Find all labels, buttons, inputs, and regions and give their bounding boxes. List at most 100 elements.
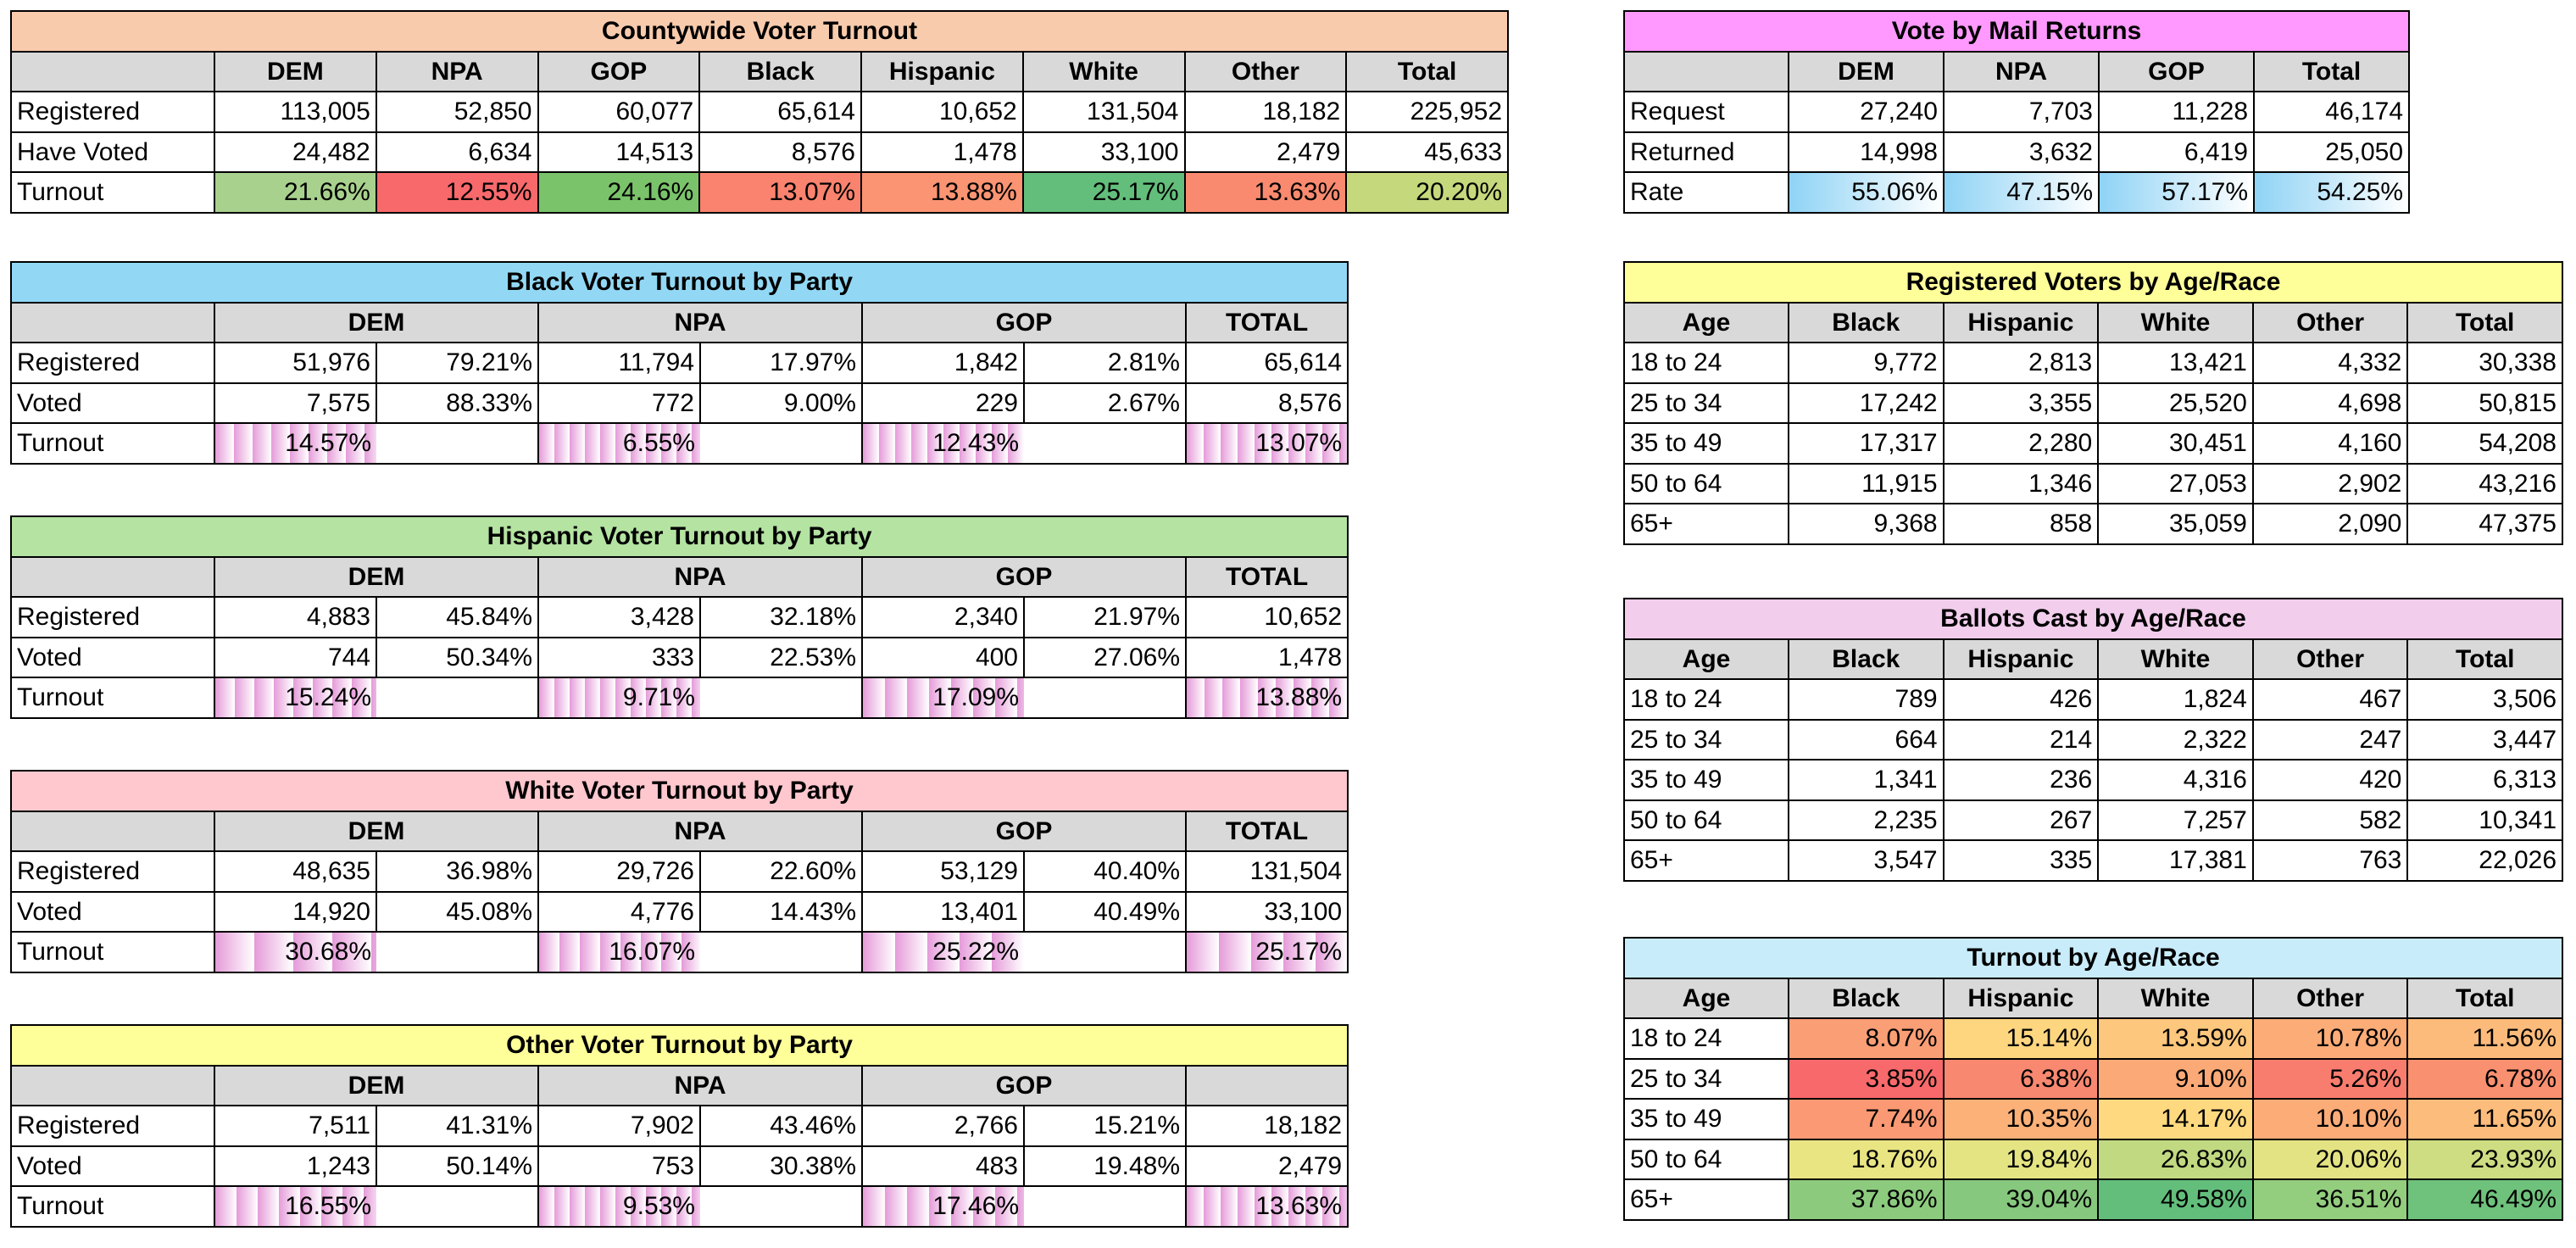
empty-cell xyxy=(700,1185,863,1228)
cell: 6,419 xyxy=(2098,131,2255,173)
empty-cell xyxy=(376,1185,539,1228)
cell: 15.21% xyxy=(1023,1105,1187,1147)
turnout-bar-cell: 12.43% xyxy=(861,422,1024,465)
row-label: Turnout xyxy=(10,171,215,214)
cell: 22.60% xyxy=(699,850,863,893)
row-label: Have Voted xyxy=(10,131,215,173)
header-blank xyxy=(10,50,215,92)
header-cell: DEM xyxy=(1788,50,1945,92)
table-title: Black Voter Turnout by Party xyxy=(9,261,1349,304)
cell: 33,100 xyxy=(1021,131,1186,173)
cell: 19.48% xyxy=(1023,1145,1187,1187)
empty-cell xyxy=(376,422,539,465)
cell: 4,776 xyxy=(537,890,701,933)
turnout-cell: 13.88% xyxy=(860,171,1024,214)
heat-cell: 49.58% xyxy=(2097,1178,2254,1221)
header-cell: Age xyxy=(1623,638,1789,680)
cell: 43,216 xyxy=(2406,462,2563,504)
cell: 2,813 xyxy=(1942,342,2100,384)
turnout-by-age-table: Turnout by Age/Race Age Black Hispanic W… xyxy=(1622,937,2564,1221)
age-label: 50 to 64 xyxy=(1623,462,1789,504)
heat-cell: 6.78% xyxy=(2406,1057,2564,1100)
header-cell: Total xyxy=(2406,301,2563,343)
cell: 17,317 xyxy=(1788,422,1945,465)
row-label: Voted xyxy=(10,636,215,678)
cell: 22,026 xyxy=(2406,839,2564,882)
vote-by-mail-table: Vote by Mail Returns DEM NPA GOP Total R… xyxy=(1622,10,2411,214)
cell: 22.53% xyxy=(699,636,863,678)
cell: 14,998 xyxy=(1788,131,1945,173)
cell: 9,772 xyxy=(1788,342,1945,384)
age-label: 65+ xyxy=(1623,839,1789,882)
header-dem: DEM xyxy=(214,555,539,598)
countywide-turnout-table: Countywide Voter Turnout DEM NPA GOP Bla… xyxy=(9,10,1510,214)
age-label: 25 to 34 xyxy=(1623,718,1789,760)
heat-cell: 15.14% xyxy=(1942,1017,2100,1060)
cell: 789 xyxy=(1788,678,1945,721)
ballots-cast-by-age-table: Ballots Cast by Age/Race Age Black Hispa… xyxy=(1622,598,2564,882)
cell: 36.98% xyxy=(376,850,539,893)
heat-cell: 7.74% xyxy=(1788,1098,1945,1140)
cell: 1,346 xyxy=(1942,462,2100,504)
header-npa: NPA xyxy=(537,810,863,852)
header-cell: Black xyxy=(1788,301,1945,343)
cell: 229 xyxy=(861,382,1025,424)
cell: 25,520 xyxy=(2097,382,2254,424)
cell: 45,633 xyxy=(1345,131,1510,173)
age-label: 25 to 34 xyxy=(1623,382,1789,424)
row-label: Registered xyxy=(10,850,215,893)
header-cell: White xyxy=(2097,638,2254,680)
table-title: Registered Voters by Age/Race xyxy=(1623,261,2563,304)
cell: 7,257 xyxy=(2097,799,2254,841)
cell: 24,482 xyxy=(214,131,377,173)
cell: 335 xyxy=(1942,839,2100,882)
cell: 48,635 xyxy=(214,850,377,893)
cell: 1,341 xyxy=(1788,759,1945,801)
empty-cell xyxy=(1024,422,1187,465)
other-turnout-table: Other Voter Turnout by Party DEM NPA GOP… xyxy=(9,1024,1349,1228)
row-label: Registered xyxy=(10,91,215,133)
cell: 40.49% xyxy=(1023,890,1187,933)
heat-cell: 14.17% xyxy=(2097,1098,2254,1140)
cell: 267 xyxy=(1942,799,2100,841)
cell: 11,228 xyxy=(2098,91,2255,133)
cell: 32.18% xyxy=(699,596,863,638)
cell: 763 xyxy=(2251,839,2409,882)
cell: 45.84% xyxy=(376,596,539,638)
header-cell: Hispanic xyxy=(1942,977,2100,1019)
cell: 582 xyxy=(2251,799,2409,841)
cell: 236 xyxy=(1942,759,2100,801)
header-cell: Other xyxy=(2251,301,2409,343)
cell: 25,050 xyxy=(2252,131,2411,173)
turnout-bar-cell: 13.07% xyxy=(1184,422,1349,465)
turnout-cell: 25.17% xyxy=(1021,171,1186,214)
cell: 333 xyxy=(537,636,701,678)
turnout-cell: 20.20% xyxy=(1345,171,1510,214)
heat-cell: 10.78% xyxy=(2251,1017,2409,1060)
cell: 7,511 xyxy=(214,1105,377,1147)
cell: 4,698 xyxy=(2251,382,2409,424)
header-gop: GOP xyxy=(861,555,1187,598)
cell: 45.08% xyxy=(376,890,539,933)
cell: 2,280 xyxy=(1942,422,2100,465)
age-label: 35 to 49 xyxy=(1623,759,1789,801)
row-label: Rate xyxy=(1623,171,1789,214)
header-cell: Hispanic xyxy=(1942,301,2100,343)
cell: 11,915 xyxy=(1788,462,1945,504)
header-cell: Total xyxy=(2252,50,2411,92)
header-npa: NPA xyxy=(537,301,863,343)
cell: 8,576 xyxy=(1184,382,1349,424)
turnout-cell: 24.16% xyxy=(537,171,701,214)
age-label: 65+ xyxy=(1623,1178,1789,1221)
cell: 9.00% xyxy=(699,382,863,424)
header-total: TOTAL xyxy=(1184,301,1349,343)
cell: 50,815 xyxy=(2406,382,2563,424)
turnout-bar-cell: 6.55% xyxy=(537,422,700,465)
header-cell: Black xyxy=(1788,977,1945,1019)
heat-cell: 9.10% xyxy=(2097,1057,2254,1100)
cell: 33,100 xyxy=(1184,890,1349,933)
cell: 664 xyxy=(1788,718,1945,760)
heat-cell: 37.86% xyxy=(1788,1178,1945,1221)
cell: 1,243 xyxy=(214,1145,377,1187)
cell: 858 xyxy=(1942,503,2100,545)
